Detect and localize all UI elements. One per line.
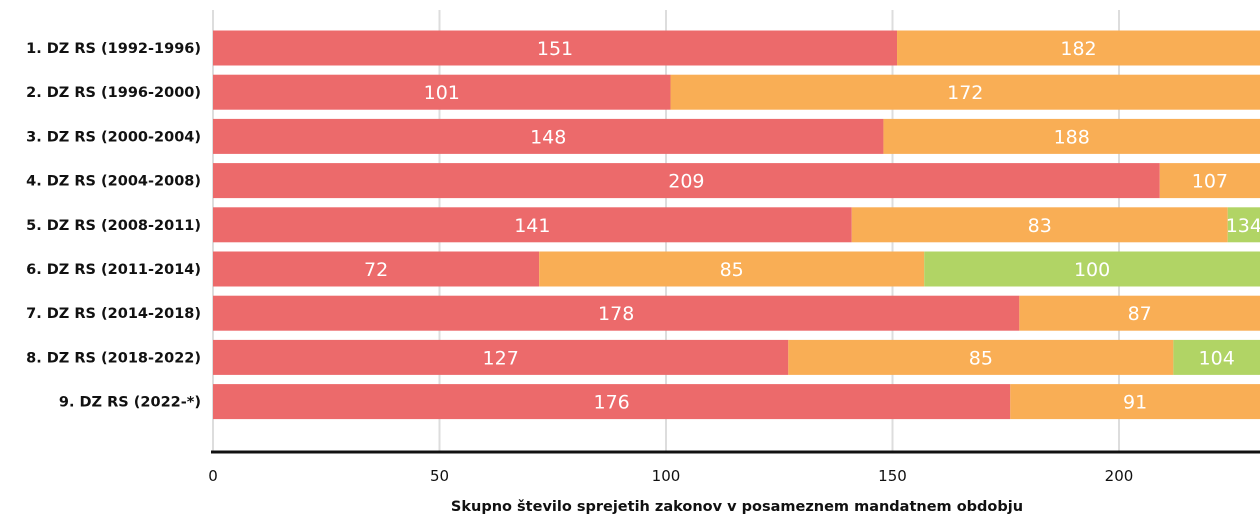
bar-segment-3-2 xyxy=(883,118,1260,154)
x-tick-label-0: 0 xyxy=(208,467,218,485)
data-label-7-1: 178 xyxy=(598,303,634,325)
bar-segment-8-3 xyxy=(1173,339,1260,375)
data-label-9-2: 91 xyxy=(1123,392,1147,414)
bar-segment-4-1 xyxy=(213,163,1160,199)
data-label-2-1: 101 xyxy=(424,82,460,104)
bar-segment-7-2 xyxy=(1019,295,1260,331)
bar-segment-4-2 xyxy=(1159,163,1260,199)
category-label-5: 5. DZ RS (2008-2011) xyxy=(26,218,201,234)
x-axis-title: Skupno število sprejetih zakonov v posam… xyxy=(451,499,1023,515)
data-label-6-2: 85 xyxy=(720,259,744,281)
bars xyxy=(213,30,1260,420)
category-label-8: 8. DZ RS (2018-2022) xyxy=(26,350,201,366)
bar-segment-1-2 xyxy=(897,30,1260,66)
data-label-5-3: 134 xyxy=(1226,215,1260,237)
bar-segment-7-1 xyxy=(213,295,1020,331)
data-label-5-2: 83 xyxy=(1028,215,1052,237)
category-label-6: 6. DZ RS (2011-2014) xyxy=(26,262,201,278)
category-labels: 1. DZ RS (1992-1996) 2. DZ RS (1996-2000)… xyxy=(26,41,201,411)
data-label-6-1: 72 xyxy=(364,259,388,281)
category-label-9: 9. DZ RS (2022-*) xyxy=(59,395,201,411)
category-label-3: 3. DZ RS (2000-2004) xyxy=(26,129,201,145)
category-label-7: 7. DZ RS (2014-2018) xyxy=(26,306,201,322)
bar-segment-9-2 xyxy=(1010,384,1260,420)
bar-segment-1-1 xyxy=(213,30,898,66)
data-label-3-2: 188 xyxy=(1054,126,1090,148)
bar-segment-5-2 xyxy=(851,207,1228,243)
bar-segment-2-2 xyxy=(670,74,1260,110)
bar-segment-3-1 xyxy=(213,118,884,154)
x-tick-label-100: 100 xyxy=(652,467,681,485)
data-label-8-3: 104 xyxy=(1199,347,1235,369)
bar-segment-5-3 xyxy=(1227,207,1260,243)
data-label-7-2: 87 xyxy=(1128,303,1152,325)
data-label-6-3: 100 xyxy=(1074,259,1110,281)
x-tick-labels: 050100150200250300350400450 xyxy=(208,467,1134,485)
x-tick-label-200: 200 xyxy=(1105,467,1134,485)
bar-segment-5-1 xyxy=(213,207,852,243)
data-label-9-1: 176 xyxy=(594,392,630,414)
data-label-3-1: 148 xyxy=(530,126,566,148)
data-label-8-1: 127 xyxy=(483,347,519,369)
bar-segment-8-1 xyxy=(213,339,789,375)
x-tick-label-50: 50 xyxy=(430,467,449,485)
bar-segment-9-1 xyxy=(213,384,1011,420)
data-label-5-1: 141 xyxy=(514,215,550,237)
data-label-1-1: 151 xyxy=(537,38,573,60)
category-label-4: 4. DZ RS (2004-2008) xyxy=(26,174,201,190)
bar-segment-6-1 xyxy=(213,251,540,287)
bar-segment-6-3 xyxy=(924,251,1260,287)
data-labels: 1511824210117268148188100209107152141831… xyxy=(364,38,1260,414)
data-label-4-2: 107 xyxy=(1192,171,1228,193)
bar-segment-8-2 xyxy=(788,339,1174,375)
data-label-4-1: 209 xyxy=(668,171,704,193)
category-label-1: 1. DZ RS (1992-1996) xyxy=(26,41,201,57)
x-tick-label-150: 150 xyxy=(878,467,907,485)
bar-segment-2-1 xyxy=(213,74,671,110)
data-label-8-2: 85 xyxy=(969,347,993,369)
bar-segment-6-2 xyxy=(539,251,925,287)
data-label-2-2: 172 xyxy=(947,82,983,104)
data-label-1-2: 182 xyxy=(1060,38,1096,60)
category-label-2: 2. DZ RS (1996-2000) xyxy=(26,85,201,101)
